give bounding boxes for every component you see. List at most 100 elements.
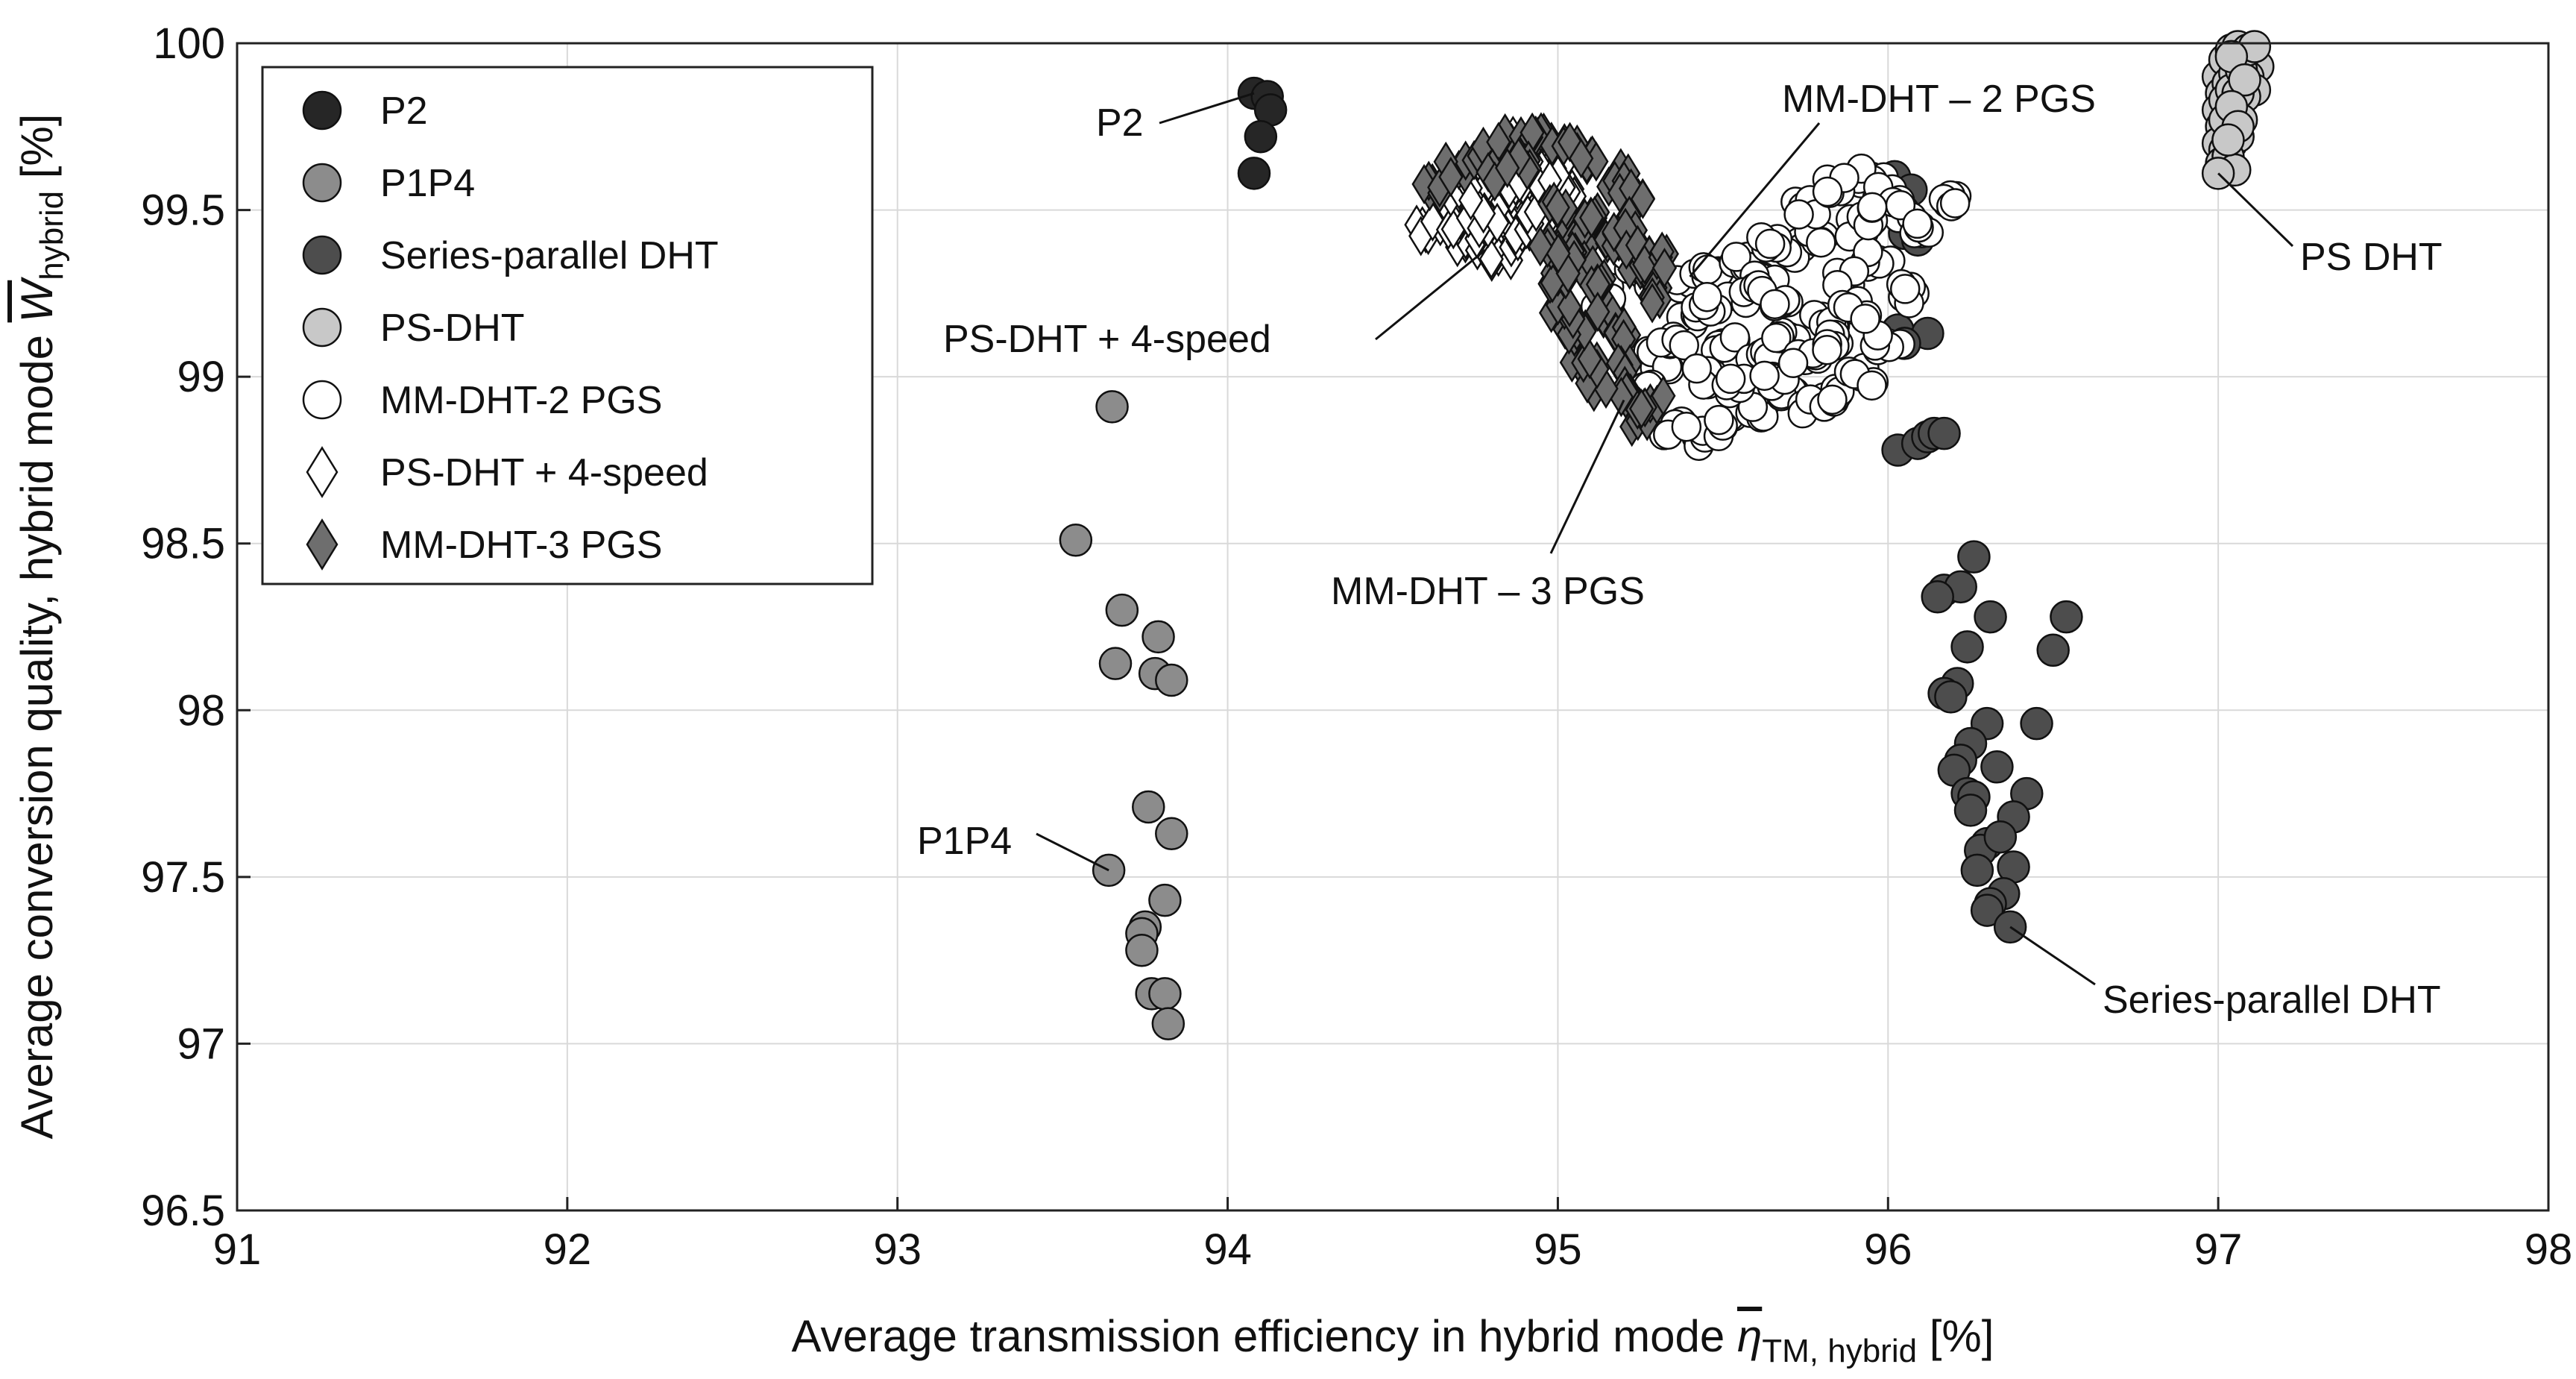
x-tick-label: 92 (544, 1225, 592, 1274)
series-ps-dht (2201, 30, 2275, 190)
legend-label: P2 (380, 89, 428, 133)
point-series-parallel-dht (1960, 853, 1994, 888)
series-p1p4 (1059, 390, 1188, 1040)
point-mm-dht-2-pgs (1850, 304, 1880, 334)
series-p2 (1237, 76, 1288, 190)
point-mm-dht-3-pgs (1438, 157, 1464, 198)
point-series-parallel-dht (2020, 706, 2053, 741)
legend-label: P1P4 (380, 162, 475, 205)
point-series-parallel-dht (1980, 750, 2014, 784)
annotation-leader-line (1549, 399, 1625, 554)
point-mm-dht-2-pgs (1754, 228, 1786, 260)
series-mm-dht-3-pgs (1411, 112, 1679, 447)
x-axis-symbol: η (1737, 1311, 1762, 1361)
x-axis-title-main: Average transmission efficiency in hybri… (792, 1311, 1737, 1361)
legend-label: PS-DHT (380, 307, 525, 350)
point-mm-dht-2-pgs (1761, 322, 1792, 354)
point-mm-dht-2-pgs (1692, 281, 1722, 312)
point-mm-dht-2-pgs (1812, 334, 1842, 365)
point-p2 (1244, 119, 1278, 154)
point-mm-dht-2-pgs (1669, 330, 1699, 361)
x-tick-label: 93 (873, 1225, 922, 1274)
point-mm-dht-2-pgs (1817, 384, 1848, 415)
point-p1p4 (1155, 663, 1188, 697)
point-series-parallel-dht (1934, 680, 1968, 714)
y-tick-label: 97 (177, 1020, 225, 1068)
point-p1p4 (1105, 593, 1139, 627)
point-mm-dht-3-pgs (1578, 197, 1605, 238)
point-mm-dht-2-pgs (1889, 274, 1921, 304)
legend-label: MM-DHT-3 PGS (380, 524, 662, 567)
annotation-leader-line (1689, 122, 1821, 277)
point-series-parallel-dht (1974, 600, 2007, 634)
point-mm-dht-3-pgs (1651, 248, 1678, 289)
point-mm-dht-3-pgs (1495, 148, 1520, 189)
x-tick-label: 95 (1534, 1225, 1582, 1274)
point-mm-dht-2-pgs (1704, 404, 1734, 436)
point-mm-dht-3-pgs (1545, 187, 1570, 228)
legend-entry-series-parallel-dht: Series-parallel DHT (302, 234, 719, 277)
point-mm-dht-3-pgs (1651, 375, 1676, 416)
point-p1p4 (1148, 977, 1182, 1011)
point-mm-dht-2-pgs (1812, 176, 1843, 207)
y-axis-symbol-subscript: hybrid (34, 191, 70, 280)
legend-entry-ps-dht: PS-DHT (302, 307, 525, 350)
point-p1p4 (1098, 647, 1133, 680)
point-p1p4 (1095, 390, 1129, 424)
point-mm-dht-2-pgs (1777, 348, 1809, 379)
point-mm-dht-2-pgs (1692, 254, 1723, 285)
x-tick-label: 91 (213, 1225, 262, 1274)
legend-entry-p2: P2 (302, 89, 428, 133)
y-tick-label: 99 (177, 353, 225, 401)
y-axis-unit: [%] (12, 114, 62, 191)
annotation-mm-dht-3-pgs: MM-DHT – 3 PGS (1331, 399, 1645, 613)
point-mm-dht-2-pgs (1671, 411, 1702, 442)
x-tick-label: 98 (2525, 1225, 2573, 1274)
y-axis-title: Average conversion quality, hybrid mode … (12, 114, 70, 1140)
point-mm-dht-3-pgs (1506, 137, 1531, 178)
point-mm-dht-3-pgs (1557, 122, 1583, 163)
legend-marker (302, 307, 342, 348)
legend-label: PS-DHT + 4-speed (380, 451, 708, 494)
x-tick-label: 97 (2194, 1225, 2243, 1274)
x-tick-label: 96 (1864, 1225, 1912, 1274)
point-p1p4 (1141, 620, 1175, 654)
point-ps-dht-4-speed (1458, 180, 1484, 221)
plot-frame (236, 42, 2550, 1212)
annotation-label: MM-DHT – 3 PGS (1331, 570, 1645, 613)
point-mm-dht-2-pgs (1857, 192, 1888, 223)
point-mm-dht-3-pgs (1411, 163, 1437, 205)
point-mm-dht-2-pgs (1857, 370, 1887, 401)
legend-box (261, 66, 874, 585)
point-mm-dht-2-pgs (1783, 199, 1814, 230)
annotation-label: PS DHT (2300, 236, 2443, 279)
tick-labels: 91 92 93 94 95 96 97 98 96.5 97 97.5 98 98.5 99 99.5 10… (141, 19, 2572, 1274)
point-p1p4 (1155, 817, 1188, 850)
point-p1p4 (1059, 523, 1093, 557)
point-series-parallel-dht (1927, 416, 1961, 450)
point-series-parallel-dht (1957, 540, 1991, 574)
annotation-ps-dht-4-speed: PS-DHT + 4-speed (943, 249, 1486, 361)
annotation-leader-line (1159, 92, 1255, 125)
point-series-parallel-dht (1921, 580, 1954, 614)
point-ps-dht-4-speed (1478, 239, 1504, 280)
annotation-label: P2 (1096, 101, 1144, 145)
y-tick-label: 96.5 (141, 1187, 225, 1235)
point-mm-dht-2-pgs (1939, 188, 1971, 219)
y-tick-label: 97.5 (141, 853, 225, 902)
point-series-parallel-dht (1953, 794, 1988, 827)
y-tick-label: 100 (153, 19, 225, 68)
legend-marker (302, 90, 342, 131)
y-tick-label: 99.5 (141, 186, 225, 235)
annotation-p2: P2 (1096, 92, 1255, 145)
legend-entry-mm-dht-2-pgs: MM-DHT-2 PGS (302, 379, 662, 422)
point-mm-dht-2-pgs (1681, 353, 1712, 384)
legend-marker (306, 518, 338, 571)
legend-label: Series-parallel DHT (380, 234, 719, 277)
point-mm-dht-3-pgs (1557, 286, 1582, 327)
point-mm-dht-3-pgs (1628, 388, 1654, 430)
annotations: P2 P1P4 PS DHT MM-DHT – 2 PGS PS-DHT + 4-spe… (917, 78, 2443, 1022)
point-mm-dht-2-pgs (1749, 360, 1780, 392)
point-mm-dht-2-pgs (1806, 227, 1836, 258)
